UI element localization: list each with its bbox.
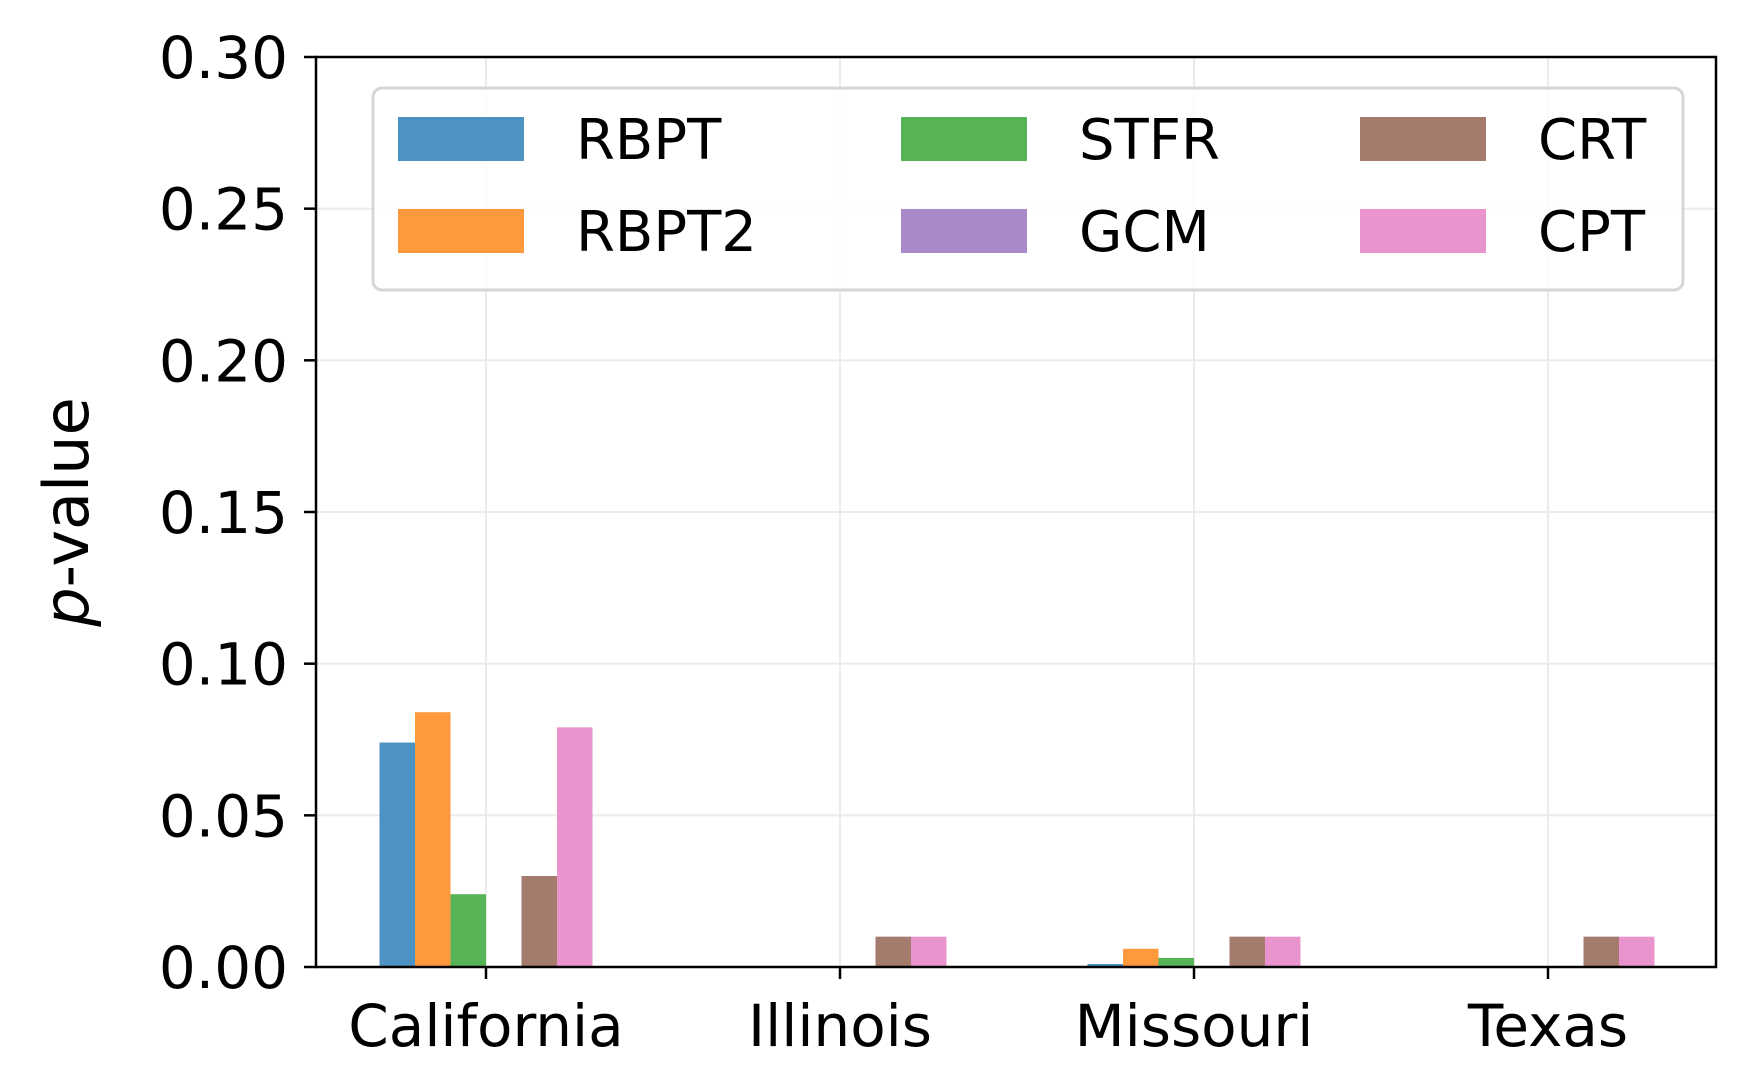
legend-swatch-cpt xyxy=(1360,209,1486,253)
bar-rbpt-california xyxy=(379,742,415,967)
y-axis-title: p-value xyxy=(30,397,103,627)
legend-label-gcm: GCM xyxy=(1079,200,1210,265)
bar-stfr-california xyxy=(450,894,486,967)
legend-label-rbpt2: RBPT2 xyxy=(576,200,757,265)
legend-label-crt: CRT xyxy=(1538,108,1647,173)
y-tick-label: 0.30 xyxy=(159,24,288,92)
y-tick-label: 0.15 xyxy=(159,479,288,547)
y-tick-label: 0.10 xyxy=(159,631,288,699)
x-tick-label-california: California xyxy=(348,992,623,1060)
bar-stfr-missouri xyxy=(1158,957,1194,967)
legend-swatch-rbpt2 xyxy=(398,209,524,253)
legend-swatch-stfr xyxy=(901,117,1027,161)
bar-crt-california xyxy=(521,876,557,967)
legend-swatch-crt xyxy=(1360,117,1486,161)
legend-label-stfr: STFR xyxy=(1079,108,1220,173)
bar-cpt-missouri xyxy=(1265,936,1301,967)
x-tick-label-illinois: Illinois xyxy=(748,992,932,1060)
bar-crt-texas xyxy=(1583,936,1619,967)
legend-label-cpt: CPT xyxy=(1538,200,1646,265)
y-tick-label: 0.00 xyxy=(159,934,288,1002)
ticks-layer: 0.00 0.05 0.10 0.15 0.20 0.25 0.30 California Il… xyxy=(159,24,1628,1060)
bar-cpt-california xyxy=(557,727,593,967)
x-tick-label-missouri: Missouri xyxy=(1075,992,1314,1060)
legend: RBPT RBPT2 STFR GCM CRT CPT xyxy=(371,86,1685,292)
bar-crt-illinois xyxy=(875,936,911,967)
y-axis-title-rest: -value xyxy=(30,397,103,587)
bar-rbpt-missouri xyxy=(1087,963,1123,967)
bar-crt-missouri xyxy=(1229,936,1265,967)
legend-label-rbpt: RBPT xyxy=(576,108,722,173)
legend-swatch-gcm xyxy=(901,209,1027,253)
bar-rbpt2-california xyxy=(415,712,451,967)
y-tick-label: 0.25 xyxy=(159,176,288,244)
y-axis-title-italic: p xyxy=(30,587,103,627)
bar-cpt-illinois xyxy=(911,936,947,967)
legend-frame xyxy=(371,86,1685,292)
legend-swatch-rbpt xyxy=(398,117,524,161)
bar-rbpt2-missouri xyxy=(1123,948,1159,967)
x-tick-label-texas: Texas xyxy=(1467,992,1628,1060)
y-tick-label: 0.20 xyxy=(159,327,288,395)
bars-layer xyxy=(379,712,1655,967)
y-tick-label: 0.05 xyxy=(159,782,288,850)
bar-cpt-texas xyxy=(1619,936,1655,967)
